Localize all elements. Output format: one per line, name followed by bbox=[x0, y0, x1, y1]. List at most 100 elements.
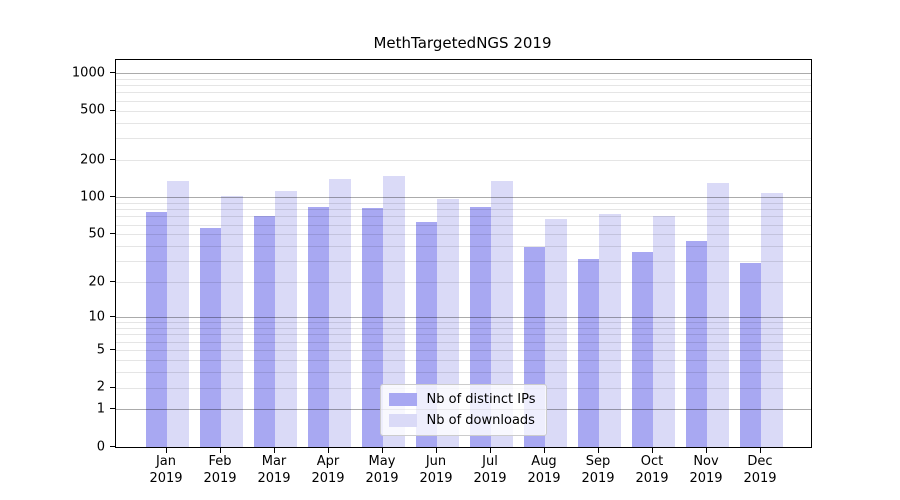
bar-distinct-ips-feb bbox=[199, 228, 221, 447]
minor-gridline bbox=[116, 282, 811, 283]
legend-label-distinct-ips: Nb of distinct IPs bbox=[426, 392, 536, 407]
y-tick-label: 20 bbox=[88, 274, 105, 290]
x-tick-label-apr: Apr 2019 bbox=[311, 454, 345, 486]
x-tick-mark bbox=[436, 448, 437, 453]
minor-gridline bbox=[116, 234, 811, 235]
y-tick-label: 500 bbox=[80, 102, 105, 118]
legend-label-downloads: Nb of downloads bbox=[426, 413, 535, 428]
minor-gridline bbox=[116, 246, 811, 247]
minor-gridline bbox=[116, 225, 811, 226]
minor-gridline bbox=[116, 328, 811, 329]
x-tick-label-jun: Jun 2019 bbox=[419, 454, 453, 486]
bar-downloads-mar bbox=[275, 190, 297, 447]
plot-area: Nb of distinct IPs Nb of downloads bbox=[115, 59, 812, 448]
minor-gridline bbox=[116, 261, 811, 262]
minor-gridline bbox=[116, 334, 811, 335]
legend-swatch-downloads bbox=[388, 414, 417, 427]
y-tick-mark bbox=[110, 387, 115, 388]
major-gridline bbox=[116, 317, 811, 318]
y-tick-mark bbox=[110, 408, 115, 409]
bar-distinct-ips-jan bbox=[145, 211, 167, 447]
x-tick-mark bbox=[490, 448, 491, 453]
minor-gridline bbox=[116, 372, 811, 373]
minor-gridline bbox=[116, 101, 811, 102]
y-tick-label: 1 bbox=[96, 401, 105, 417]
bar-downloads-apr bbox=[329, 179, 351, 447]
chart-title: MethTargetedNGS 2019 bbox=[373, 34, 552, 52]
x-tick-mark bbox=[544, 448, 545, 453]
minor-gridline bbox=[116, 79, 811, 80]
y-tick-mark bbox=[110, 233, 115, 234]
bar-distinct-ips-apr bbox=[307, 207, 329, 447]
bar-downloads-nov bbox=[707, 183, 729, 447]
bar-downloads-aug bbox=[545, 218, 567, 447]
minor-gridline bbox=[116, 111, 811, 112]
x-tick-label-feb: Feb 2019 bbox=[203, 454, 237, 486]
x-tick-mark bbox=[382, 448, 383, 453]
minor-gridline bbox=[116, 85, 811, 86]
legend: Nb of distinct IPs Nb of downloads bbox=[379, 384, 548, 436]
y-tick-mark bbox=[110, 196, 115, 197]
minor-gridline bbox=[116, 350, 811, 351]
bar-distinct-ips-sep bbox=[577, 259, 599, 447]
x-tick-mark bbox=[166, 448, 167, 453]
bar-downloads-jan bbox=[167, 180, 189, 447]
x-tick-label-jul: Jul 2019 bbox=[473, 454, 507, 486]
x-tick-mark bbox=[652, 448, 653, 453]
bar-downloads-feb bbox=[221, 195, 243, 447]
minor-gridline bbox=[116, 322, 811, 323]
minor-gridline bbox=[116, 160, 811, 161]
y-tick-mark bbox=[110, 110, 115, 111]
x-tick-label-jan: Jan 2019 bbox=[149, 454, 183, 486]
y-tick-mark bbox=[110, 349, 115, 350]
minor-gridline bbox=[116, 123, 811, 124]
major-gridline bbox=[116, 73, 811, 74]
minor-gridline bbox=[116, 342, 811, 343]
bar-distinct-ips-may bbox=[361, 207, 383, 447]
y-tick-mark bbox=[110, 316, 115, 317]
x-tick-mark bbox=[328, 448, 329, 453]
bar-downloads-jul bbox=[491, 180, 513, 447]
x-tick-mark bbox=[760, 448, 761, 453]
minor-gridline bbox=[116, 360, 811, 361]
bar-distinct-ips-oct bbox=[631, 251, 653, 447]
x-tick-mark bbox=[274, 448, 275, 453]
minor-gridline bbox=[116, 92, 811, 93]
minor-gridline bbox=[116, 209, 811, 210]
x-tick-mark bbox=[220, 448, 221, 453]
y-tick-mark bbox=[110, 281, 115, 282]
x-tick-label-oct: Oct 2019 bbox=[635, 454, 669, 486]
bar-distinct-ips-dec bbox=[739, 262, 761, 447]
legend-item-downloads: Nb of downloads bbox=[388, 413, 536, 428]
legend-swatch-distinct-ips bbox=[388, 393, 417, 406]
bar-downloads-oct bbox=[653, 216, 675, 447]
y-tick-label: 5 bbox=[96, 342, 105, 358]
bar-downloads-dec bbox=[761, 193, 783, 447]
bar-distinct-ips-mar bbox=[253, 216, 275, 447]
y-tick-label: 50 bbox=[88, 226, 105, 242]
minor-gridline bbox=[116, 138, 811, 139]
bar-downloads-sep bbox=[599, 214, 621, 447]
y-tick-mark bbox=[110, 72, 115, 73]
minor-gridline bbox=[116, 216, 811, 217]
y-tick-label: 2 bbox=[96, 379, 105, 395]
x-tick-label-aug: Aug 2019 bbox=[527, 454, 561, 486]
x-tick-mark bbox=[706, 448, 707, 453]
y-tick-label: 1000 bbox=[71, 65, 105, 81]
y-tick-label: 200 bbox=[80, 152, 105, 167]
major-gridline bbox=[116, 197, 811, 198]
x-tick-label-sep: Sep 2019 bbox=[581, 454, 615, 486]
x-tick-label-may: May 2019 bbox=[365, 454, 399, 486]
legend-item-distinct-ips: Nb of distinct IPs bbox=[388, 392, 536, 407]
x-tick-label-dec: Dec 2019 bbox=[743, 454, 777, 486]
y-tick-mark bbox=[110, 159, 115, 160]
bar-distinct-ips-nov bbox=[685, 241, 707, 447]
minor-gridline bbox=[116, 203, 811, 204]
x-tick-mark bbox=[598, 448, 599, 453]
x-tick-label-mar: Mar 2019 bbox=[257, 454, 291, 486]
bar-downloads-may bbox=[383, 175, 405, 447]
y-tick-label: 0 bbox=[96, 439, 105, 454]
x-tick-label-nov: Nov 2019 bbox=[689, 454, 723, 486]
y-tick-label: 100 bbox=[80, 189, 105, 205]
